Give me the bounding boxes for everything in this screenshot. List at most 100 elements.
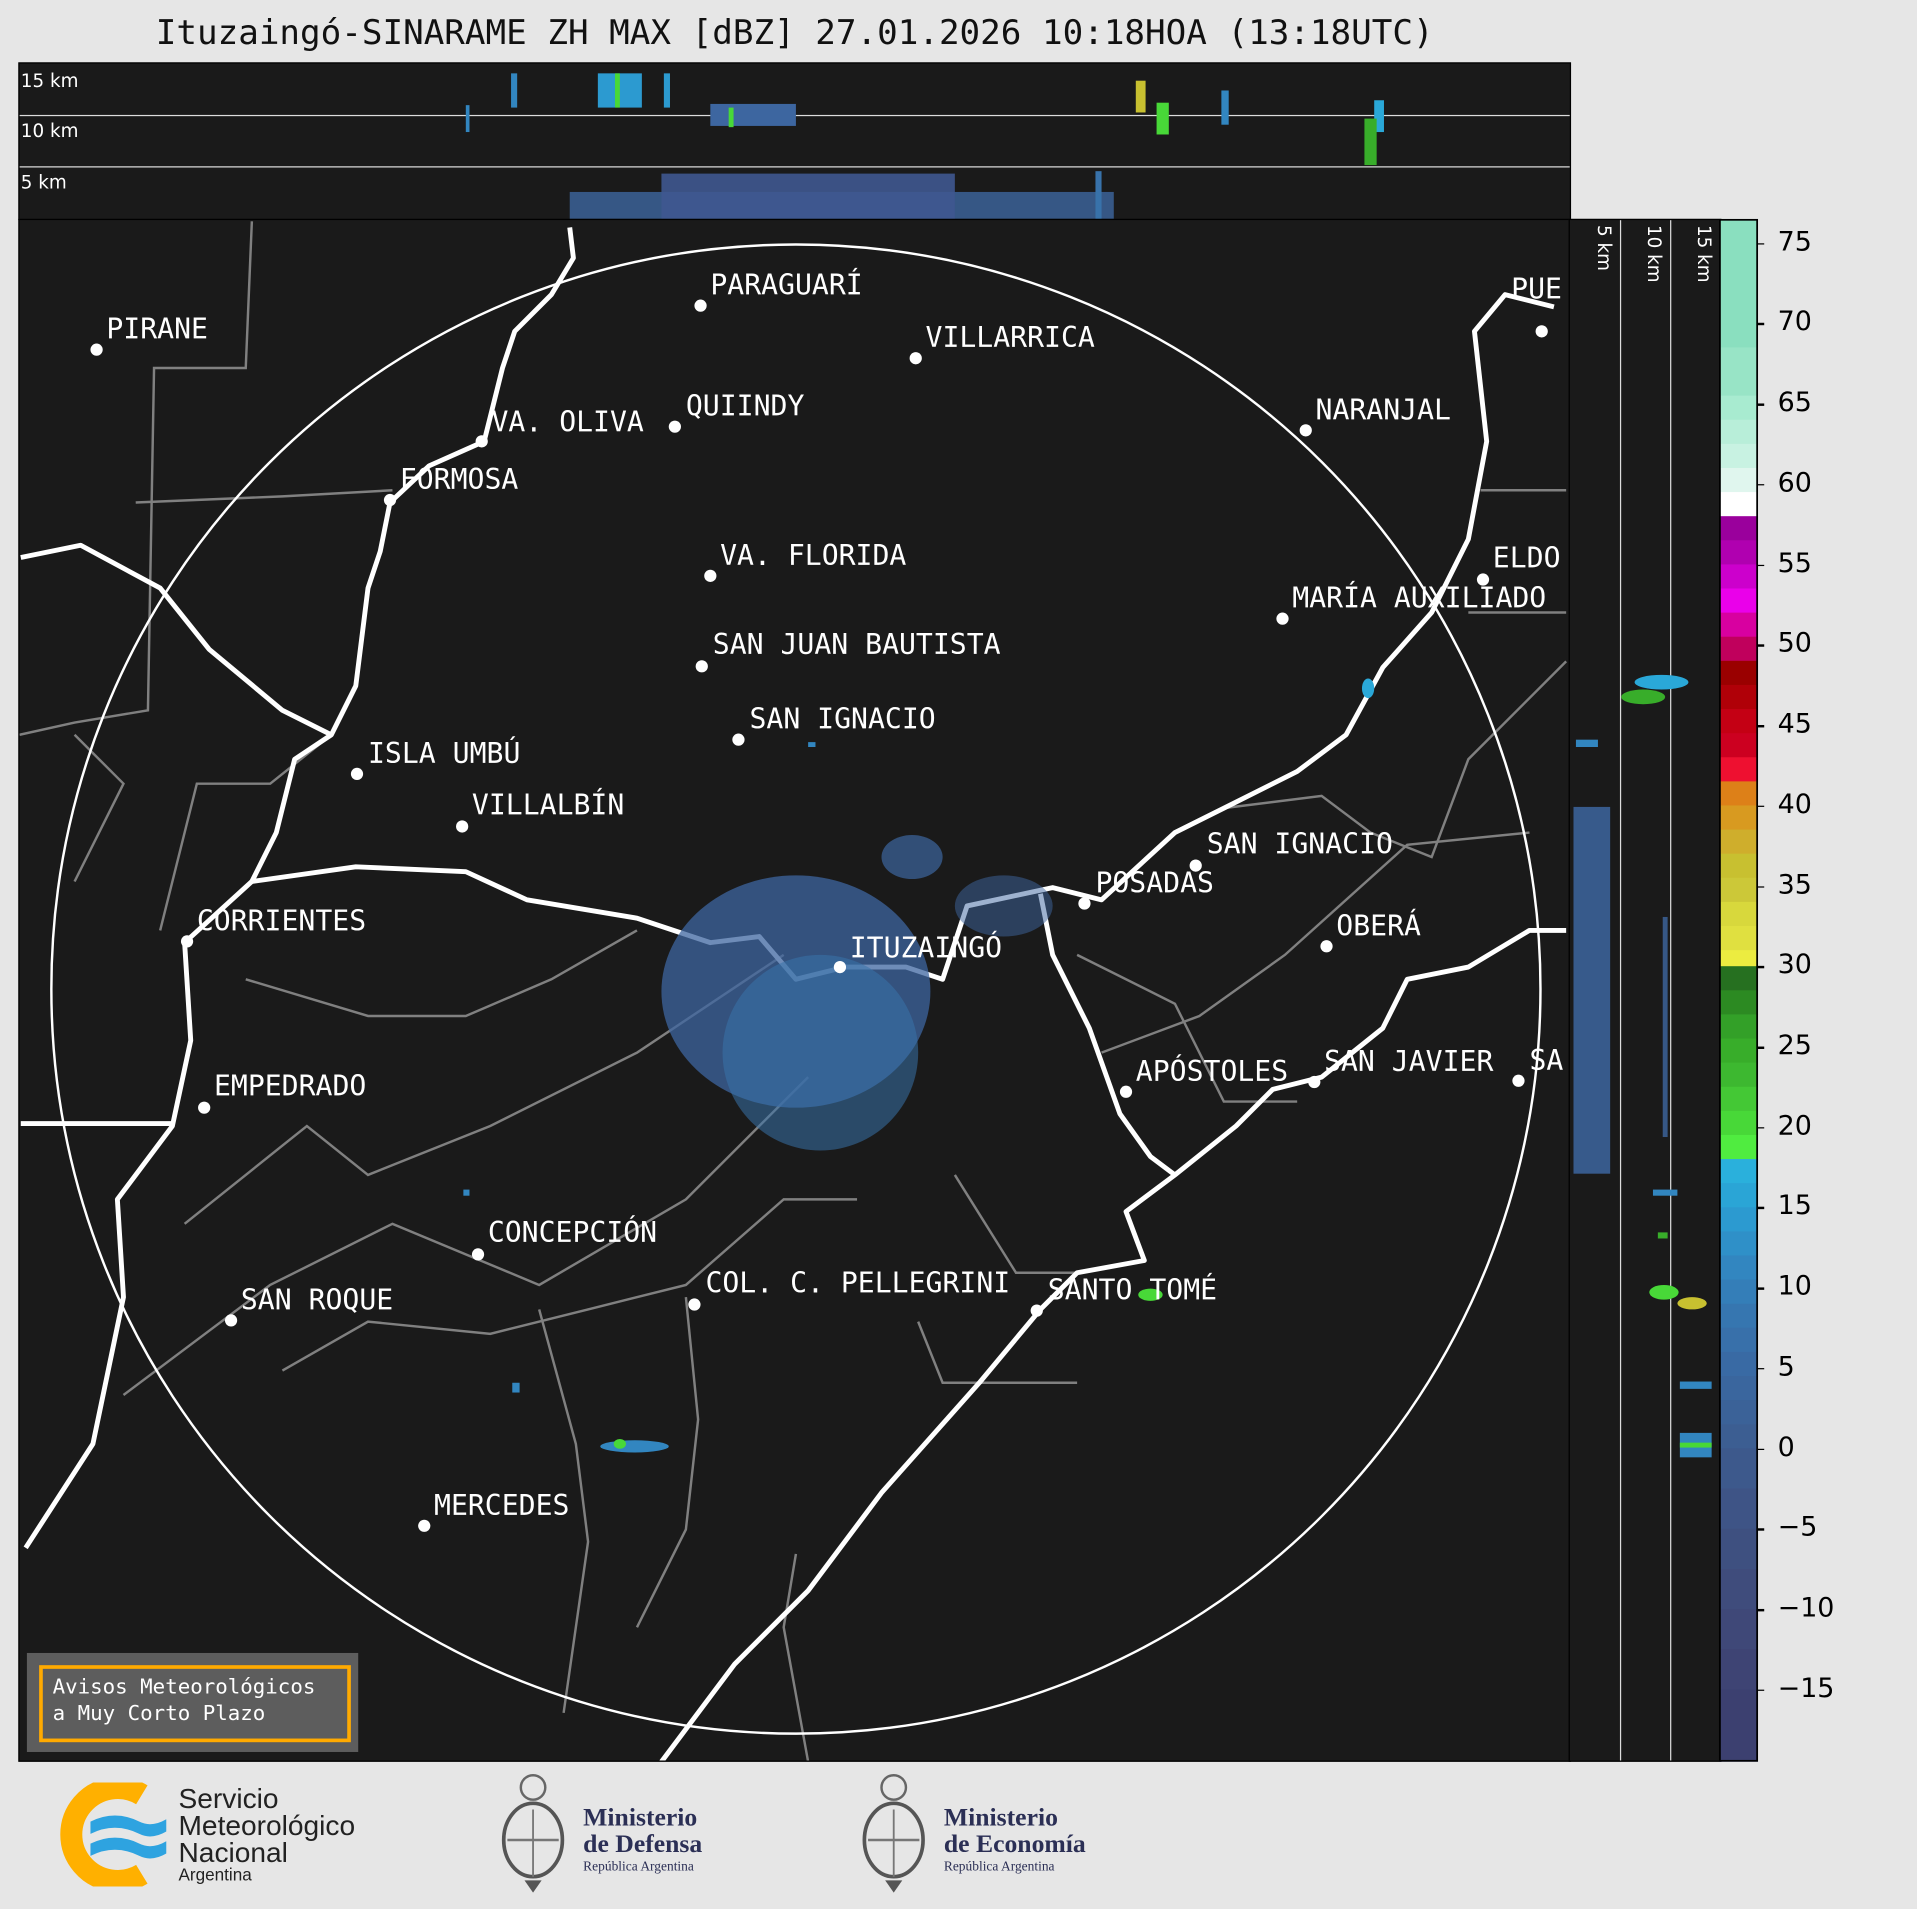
city-marker [418,1519,431,1532]
colorbar-tick-label: 40 [1777,789,1812,821]
colorbar-bin [1718,733,1759,758]
colorbar-bin [1718,1424,1759,1449]
colorbar-tick [1756,564,1765,567]
colorbar-bin [1718,877,1759,903]
colorbar-tick [1756,1207,1765,1210]
colorbar-tick [1756,885,1765,888]
city-marker [668,420,681,433]
colorbar-bin [1718,1279,1759,1305]
colorbar-bin [1718,1038,1759,1064]
colorbar-bin [1718,564,1759,590]
smn-name-1: Servicio [178,1782,279,1815]
city-marker [1276,612,1289,625]
colorbar-bin [1718,901,1759,927]
city-marker [694,299,707,312]
warning-link[interactable]: Avisos Meteorológicos a Muy Corto Plazo [39,1665,351,1743]
colorbar-frame [1718,218,1759,1762]
radar-range-ring [50,243,1542,1735]
city-label: SAN IGNACIO [1206,828,1393,861]
city-label: VILLALBÍN [471,789,625,822]
colorbar-tick-label: −5 [1777,1512,1818,1544]
colorbar-bin [1718,1609,1759,1650]
smn-logo: Servicio Meteorológico Nacional Argentin… [56,1782,398,1893]
colorbar-tick-label: 75 [1777,227,1812,258]
city-label: APÓSTOLES [1135,1056,1289,1089]
colorbar-bin [1718,467,1759,493]
warning-link-line1: Avisos Meteorológicos [52,1674,316,1700]
city-marker [688,1298,701,1311]
level-label: 10 km [20,119,79,142]
city-label: CORRIENTES [196,905,367,938]
defensa-logo: Ministerio de Defensa República Argentin… [495,1773,764,1901]
city-label: FORMOSA [399,464,519,497]
radar-map[interactable]: PIRANE PARAGUARÍ VILLARRICA QUIINDY VA. OLIV… [18,218,1572,1762]
defensa-title-2: de Defensa [583,1829,703,1859]
city-marker [1078,897,1091,910]
colorbar-tick-label: 5 [1777,1352,1795,1383]
colorbar-bin [1718,347,1759,397]
level-label: 5 km [20,171,67,194]
colorbar-tick [1756,725,1765,727]
colorbar-bin [1718,636,1759,662]
city-marker [224,1314,238,1327]
colorbar-tick [1756,1126,1765,1129]
colorbar-tick [1756,644,1765,647]
colorbar-bin [1718,588,1759,614]
colorbar-tick-label: −10 [1777,1593,1835,1624]
city-label: COL. C. PELLEGRINI [705,1267,1011,1300]
colorbar-bin [1718,1303,1759,1329]
city-label: QUIINDY [685,391,805,424]
colorbar-bin [1718,1062,1759,1088]
level-line-5km [19,166,1570,168]
colorbar-tick [1756,805,1765,808]
colorbar-bin [1718,1488,1759,1530]
city-label: VA. OLIVA [491,407,644,439]
warning-link-box[interactable]: Avisos Meteorológicos a Muy Corto Plazo [26,1652,359,1752]
colorbar-bin [1718,1086,1759,1112]
colorbar [1718,218,1759,1762]
colorbar-bin [1718,1255,1759,1281]
colorbar-bin [1718,540,1759,566]
warning-link-line2: a Muy Corto Plazo [52,1701,266,1727]
colorbar-bin [1718,1231,1759,1257]
colorbar-tick-label: 35 [1777,869,1812,901]
radar-echoes [463,678,1375,1453]
colorbar-tick [1756,1287,1765,1290]
colorbar-bin [1718,1183,1759,1208]
city-marker [475,435,488,448]
city-label: PIRANE [106,314,208,346]
colorbar-bin [1718,709,1759,734]
colorbar-bin [1718,660,1759,686]
colorbar-bin [1718,1159,1759,1184]
city-layer: PIRANE PARAGUARÍ VILLARRICA QUIINDY VA. OLIV… [20,220,1570,1760]
city-label: VILLARRICA [925,322,1095,355]
city-marker [471,1248,485,1261]
colorbar-tick-label: 50 [1777,628,1812,660]
colorbar-tick-label: 20 [1777,1111,1812,1142]
city-marker [1119,1085,1133,1098]
colorbar-bin [1718,1207,1759,1232]
city-marker [1189,859,1202,872]
colorbar-bin [1718,395,1759,421]
level-label: 15 km [20,69,79,92]
colorbar-tick-label: 70 [1777,307,1812,338]
colorbar-bin [1718,492,1759,517]
city-label: MERCEDES [434,1490,570,1523]
colorbar-tick-label: 0 [1777,1432,1795,1464]
city-marker [1320,940,1333,953]
smn-name-2: Meteorológico [178,1809,356,1842]
colorbar-bin [1718,218,1759,349]
city-marker [833,960,847,974]
colorbar-bin [1718,612,1759,638]
colorbar-bin [1718,1528,1759,1570]
city-label: SAN ROQUE [240,1284,394,1317]
colorbar-tick [1756,966,1765,969]
defensa-title-1: Ministerio [583,1802,698,1832]
colorbar-bin [1718,1400,1759,1425]
side-cross-section: 5 km 10 km 15 km [1568,218,1722,1762]
city-label: SAN IGNACIO [749,704,936,737]
colorbar-tick-label: 55 [1777,548,1812,580]
colorbar-tick [1756,1046,1765,1049]
smn-emblem-icon [60,1782,167,1887]
